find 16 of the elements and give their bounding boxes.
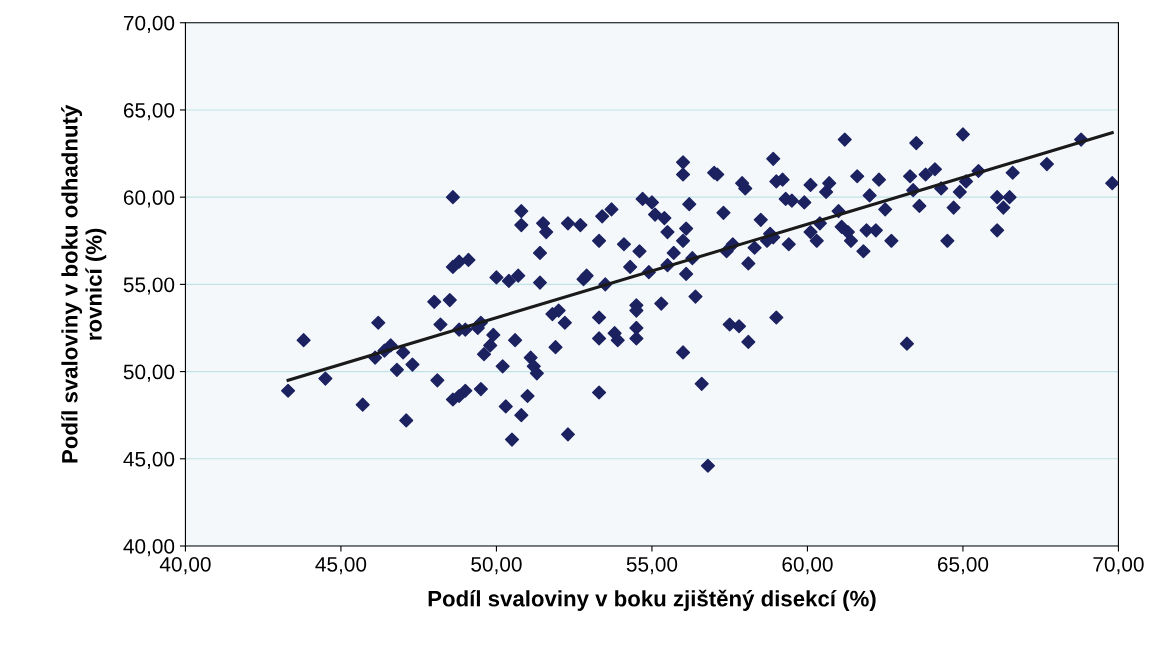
x-tick-label: 60,00	[782, 556, 833, 575]
y-tick-label: 50,00	[123, 364, 175, 382]
y-tick-label: 40,00	[123, 539, 175, 557]
x-tick-label: 45,00	[315, 556, 367, 575]
y-tick-label: 60,00	[123, 190, 175, 208]
x-tick-label: 50,00	[471, 556, 522, 575]
x-tick-label: 40,00	[159, 556, 211, 575]
y-tick-label: 65,00	[123, 102, 175, 121]
y-tick-label: 70,00	[123, 15, 175, 33]
y-axis-title: Podíl svaloviny v boku odhadnutý rovnicí (%)	[61, 104, 107, 463]
x-axis-title: Podíl svaloviny v boku zjištěný disekcí (%)	[428, 589, 876, 611]
x-tick-label: 55,00	[626, 556, 678, 575]
y-tick-label: 45,00	[123, 451, 175, 470]
y-tick-label: 55,00	[123, 277, 175, 295]
x-tick-label: 65,00	[937, 556, 989, 575]
x-tick-label: 70,00	[1093, 556, 1144, 575]
